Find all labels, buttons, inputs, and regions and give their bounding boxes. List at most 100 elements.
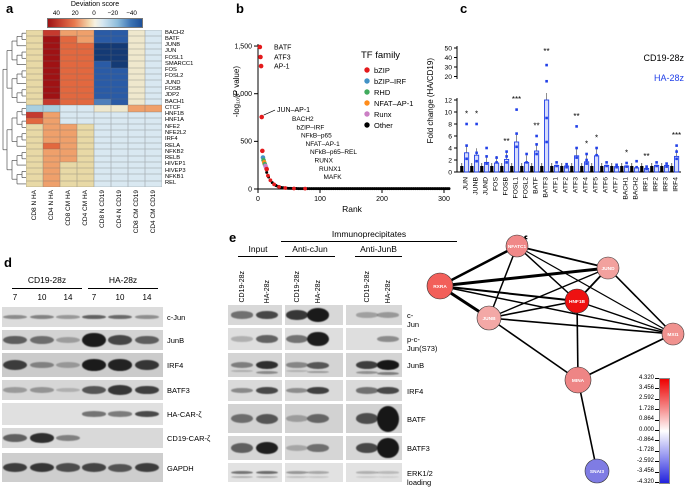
panel-c-label: c <box>460 1 468 16</box>
significance-stars: ** <box>643 152 649 161</box>
heatmap-cell <box>26 61 43 68</box>
protein-band <box>256 310 278 320</box>
heatmap-cell <box>77 117 94 125</box>
protein-band <box>82 386 106 394</box>
heatmap-cell <box>77 36 94 43</box>
group-header: Input <box>248 244 268 254</box>
protein-band <box>135 463 159 472</box>
heatmap-row-label: JUN <box>165 48 177 55</box>
protein-band <box>30 314 54 320</box>
y-tick-label: 10 <box>444 109 452 116</box>
legend-dot <box>364 78 370 84</box>
protein-band <box>286 471 308 474</box>
blot-strip <box>2 353 163 377</box>
data-dot <box>465 157 468 161</box>
blot-target-label: ERK1/2 <box>407 468 433 478</box>
heatmap-cell <box>128 61 145 68</box>
colorbar-tick-label: 4.320 <box>638 374 654 381</box>
heatmap-cell <box>77 168 94 175</box>
data-dot <box>605 164 608 168</box>
protein-band <box>286 362 308 368</box>
x-category-label: ATF3 <box>573 177 580 193</box>
heatmap-cell <box>94 136 111 144</box>
data-dot <box>505 161 508 164</box>
node-label: MXI1 <box>667 332 679 338</box>
group-header: Anti-JunB <box>360 244 397 254</box>
protein-band <box>307 308 329 322</box>
data-dot <box>475 151 478 155</box>
heatmap-cell <box>43 136 60 144</box>
data-dot <box>655 161 658 164</box>
heatmap-row-label: NFKB1 <box>165 173 184 180</box>
group-header: CD19-28z <box>27 275 67 285</box>
heatmap-cell <box>26 30 43 37</box>
protein-band <box>377 405 399 432</box>
cascade-label: bZIP–IRF <box>297 124 325 131</box>
data-dot <box>515 108 518 111</box>
bar-cd19 <box>580 166 584 172</box>
heatmap-cell <box>128 86 145 93</box>
heatmap-cell <box>26 67 43 74</box>
heatmap-cell <box>111 124 128 131</box>
heatmap-cell <box>60 105 77 112</box>
protein-band <box>30 462 54 473</box>
network-edge <box>577 379 598 472</box>
network-edge <box>576 300 674 335</box>
blot-strip <box>285 353 343 377</box>
lane-label: HA-28z <box>263 279 271 303</box>
significance-stars: * <box>475 109 478 118</box>
blot-strip <box>228 463 282 482</box>
y-tick-label: 8 <box>448 121 452 128</box>
heatmap-cell <box>60 92 77 100</box>
heatmap-row-label: CTCF <box>165 104 181 111</box>
colorbar-tick-dash <box>655 409 659 410</box>
heatmap-cell <box>111 67 128 74</box>
lane-label: CD19-28z <box>238 271 246 303</box>
cascade-label: BACH2 <box>292 116 314 123</box>
heatmap-cell <box>77 105 94 112</box>
colorbar-tick: 0 <box>92 10 96 17</box>
data-dot <box>565 162 568 166</box>
heatmap-cell <box>94 55 111 62</box>
network-edge <box>439 266 609 288</box>
protein-band <box>286 335 308 343</box>
heatmap-cell <box>60 99 77 106</box>
bar-ha <box>534 150 540 173</box>
protein-band <box>356 361 378 369</box>
heatmap-cell <box>145 61 162 68</box>
y-tick-label: 6 <box>448 133 452 140</box>
protein-band-secondary <box>286 475 308 478</box>
y-tick-label: 0 <box>248 186 252 193</box>
heatmap-cell <box>94 73 111 81</box>
heatmap-col-label: CD4 CM CD19 <box>149 190 157 234</box>
heatmap-cell <box>128 92 145 100</box>
blot-strip <box>346 404 402 433</box>
heatmap-row-label: NFE2L2 <box>165 129 187 136</box>
colorbar-tick-label: 0.000 <box>638 426 654 433</box>
heatmap-cell <box>145 99 162 106</box>
data-dot <box>465 122 468 126</box>
colorbar-tick-dash <box>655 461 659 462</box>
heatmap-cell <box>145 117 162 125</box>
heatmap-cell <box>77 99 94 106</box>
legend-dot <box>364 111 370 117</box>
heatmap-cell <box>60 48 77 56</box>
data-dot <box>465 144 468 147</box>
heatmap-col-label: CD8 N CD19 <box>98 190 106 228</box>
heatmap-col-label: CD4 N HA <box>47 190 55 221</box>
heatmap-cell <box>128 80 145 87</box>
heatmap-cell <box>145 105 162 112</box>
y-tick-label: 1,000 <box>234 91 252 98</box>
network-edge <box>439 285 578 302</box>
heatmap-cell <box>128 180 145 187</box>
heatmap-cell <box>43 180 60 187</box>
bar-cd19 <box>640 166 644 172</box>
heatmap-cell <box>60 86 77 93</box>
heatmap-cell <box>43 42 60 49</box>
bar-cd19 <box>550 166 554 172</box>
network-node-MINA <box>564 366 592 394</box>
colorbar-tick-dash <box>655 430 659 431</box>
data-dot <box>575 125 578 128</box>
heatmap-cell <box>43 155 60 162</box>
heatmap-cell <box>111 105 128 112</box>
